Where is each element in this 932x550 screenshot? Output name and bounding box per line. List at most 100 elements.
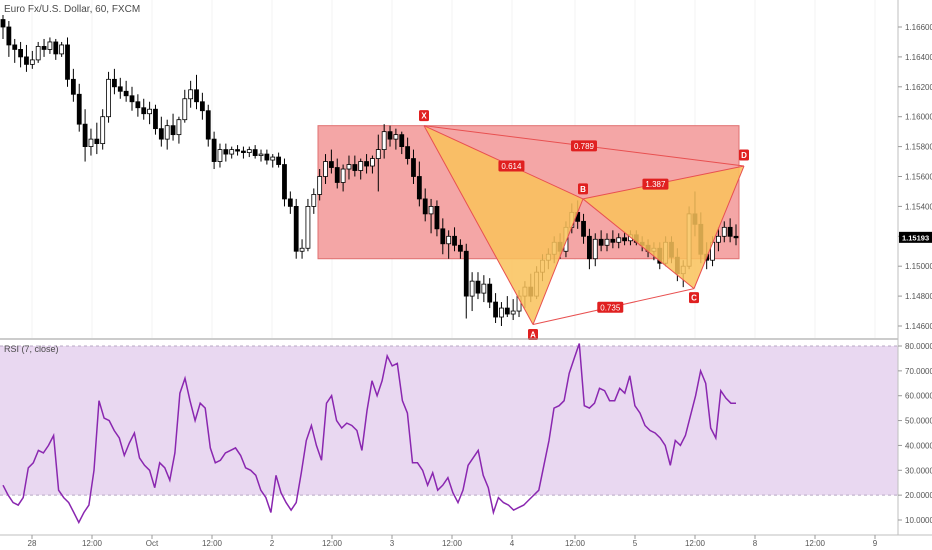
price-axis[interactable]: 1.16600 1.16400 1.16200 1.16000 1.15800 1.156… [898, 23, 932, 331]
price-tick-label: 1.14600 [905, 322, 932, 331]
ratio-label: 0.614 [498, 160, 525, 172]
candle-body [24, 56, 29, 65]
candle-body [598, 238, 604, 246]
candle-body [235, 149, 240, 152]
candle-body [211, 138, 217, 162]
rsi-line [2, 343, 736, 525]
ratio-label-bg [597, 301, 624, 313]
candle-body [252, 149, 258, 156]
time-tick-label: 12:00 [202, 539, 223, 548]
last-price-value: 1.15193 [902, 233, 929, 242]
point-label-b: B [578, 183, 588, 195]
candle-body [434, 205, 440, 230]
rsi-tick-label: 40.0000 [905, 441, 932, 450]
rsi-tick-label: 60.0000 [905, 392, 932, 401]
point-label-text: X [421, 112, 427, 121]
last-price-badge [899, 231, 932, 243]
candle-body [510, 310, 516, 315]
rsi-panel: RSI (7, close) [0, 343, 898, 525]
price-tick-label: 1.16200 [905, 83, 932, 92]
pattern-leg [693, 165, 745, 289]
candle-body [616, 237, 622, 243]
candle-body [241, 150, 246, 153]
candle-body [18, 49, 23, 58]
candle-body [622, 237, 627, 242]
pattern-leg [532, 198, 584, 325]
candle-body [287, 198, 293, 207]
candle-body [387, 131, 393, 140]
candle-body [188, 89, 194, 100]
candle-body [293, 205, 299, 252]
candle-body [364, 161, 369, 167]
candle-body [35, 46, 41, 61]
rsi-tick-label: 50.0000 [905, 417, 932, 426]
last-price-label: 1.15193 [899, 231, 932, 243]
price-tick-label: 1.15600 [905, 173, 932, 182]
price-chart-title: Euro Fx/U.S. Dollar, 60, FXCM [4, 4, 140, 15]
candle-body [317, 176, 323, 195]
candle-body [452, 235, 457, 246]
rsi-tick-label: 70.0000 [905, 367, 932, 376]
point-label-text: D [741, 151, 747, 160]
candle-body [328, 161, 334, 168]
candle-body [340, 168, 346, 183]
price-tick-label: 1.15000 [905, 262, 932, 271]
ratio-label-text: 0.789 [574, 142, 595, 151]
candle-body [106, 78, 111, 118]
candle-body [504, 307, 510, 315]
time-tick-label: 12:00 [442, 539, 463, 548]
candle-body [475, 280, 481, 294]
candle-body [457, 244, 463, 252]
candle-body [375, 149, 381, 159]
candle-body [422, 198, 428, 215]
candle-body [463, 250, 469, 297]
candle-body [141, 107, 147, 115]
ratio-label-text: 1.387 [645, 180, 666, 189]
time-axis[interactable]: 28 12:00 Oct 12:00 2 12:00 3 12:00 4 12:00 5 12:00 8… [28, 535, 878, 548]
time-tick-label: 12:00 [82, 539, 103, 548]
time-tick-label: 12:00 [685, 539, 706, 548]
point-label-bg [578, 183, 588, 195]
candle-body [199, 101, 205, 112]
candle-body [94, 138, 100, 145]
candle-body [305, 205, 311, 249]
harmonic-pattern: X A B C D 0.614 0.789 1.387 0.735 [419, 110, 749, 341]
point-label-bg [689, 292, 699, 304]
candle-body [76, 93, 82, 125]
ratio-label-bg [642, 178, 669, 190]
price-tick-label: 1.15400 [905, 202, 932, 211]
candle-body [334, 167, 340, 183]
candle-body [604, 238, 610, 246]
point-label-text: C [691, 294, 697, 303]
time-tick-label: 12:00 [805, 539, 826, 548]
point-label-bg [419, 110, 429, 122]
candle-body [721, 226, 727, 237]
candle-body [147, 108, 153, 115]
candle-body [276, 156, 282, 165]
candle-body [135, 101, 141, 109]
ratio-label: 0.789 [571, 140, 597, 152]
time-tick-label: 9 [873, 539, 878, 548]
ratio-label: 0.735 [597, 301, 624, 313]
candle-body [205, 110, 211, 140]
candle-body [416, 176, 422, 200]
candle-body [59, 44, 65, 55]
rsi-tick-label: 10.0000 [905, 516, 932, 525]
candle-body [716, 235, 721, 243]
candle-body [129, 95, 135, 103]
candle-body [0, 19, 6, 28]
xab-triangle [424, 125, 583, 325]
time-tick-label: 2 [270, 539, 275, 548]
point-label-bg [739, 149, 749, 161]
point-label-text: B [580, 185, 586, 194]
price-panel: X A B C D 0.614 0.789 1.387 0.735 Euro Fx/U.S. D… [0, 0, 876, 341]
candle-body [446, 235, 452, 245]
price-tick-label: 1.16000 [905, 113, 932, 122]
candle-body [499, 307, 504, 318]
candle-body [123, 90, 129, 97]
rsi-axis[interactable]: 80.0000 70.0000 60.0000 50.0000 40.0000 30.00… [898, 342, 932, 525]
candle-body [82, 123, 88, 148]
rsi-tick-label: 80.0000 [905, 342, 932, 351]
point-label-a: A [528, 329, 538, 341]
candle-body [41, 46, 47, 50]
